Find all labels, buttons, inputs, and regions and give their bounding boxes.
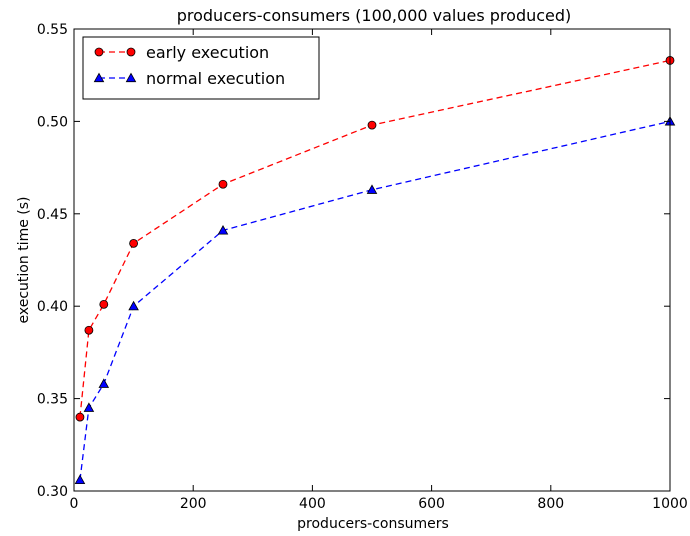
data-point-series-1 [75, 412, 85, 422]
x-tick-label: 0 [70, 496, 79, 512]
legend-label-series-2: normal execution [146, 69, 285, 88]
data-point-series-1 [367, 120, 377, 130]
x-tick-label: 800 [537, 496, 564, 512]
chart-title: producers-consumers (100,000 values prod… [177, 6, 572, 25]
data-point-series-1 [129, 238, 139, 248]
x-axis-label: producers-consumers [297, 516, 449, 532]
x-tick-label: 1000 [652, 496, 688, 512]
x-tick-label: 200 [180, 496, 207, 512]
legend: early execution normal execution [82, 36, 320, 100]
data-point-series-1 [218, 179, 228, 189]
data-point-series-2 [217, 225, 229, 235]
data-point-series-2 [74, 474, 86, 484]
x-tick-label: 400 [299, 496, 326, 512]
legend-marker-series-1 [126, 47, 136, 57]
y-tick-label: 0.30 [37, 484, 68, 500]
legend-marker-series-2 [93, 72, 105, 83]
plot-area: 0 200 400 600 800 1000 0.30 0.35 0.40 0.45 0.50 0.5… [37, 22, 688, 512]
x-tick-label: 600 [418, 496, 445, 512]
y-tick-label: 0.55 [37, 22, 68, 38]
legend-label-series-1: early execution [146, 43, 269, 62]
y-axis-label: execution time (s) [16, 197, 32, 324]
data-point-series-2 [98, 378, 110, 388]
legend-marker-series-1 [94, 47, 104, 57]
legend-box [82, 36, 320, 100]
series-line-2 [79, 120, 671, 480]
data-point-series-2 [366, 184, 378, 194]
legend-marker-series-2 [125, 72, 137, 83]
data-point-series-2 [128, 300, 139, 311]
data-point-series-2 [83, 402, 95, 412]
y-tick-label: 0.35 [37, 392, 68, 408]
y-tick-label: 0.50 [37, 114, 68, 130]
data-point-series-1 [99, 299, 109, 309]
plot-frame [73, 28, 671, 492]
y-tick-label: 0.45 [37, 207, 68, 223]
series-line-1 [79, 59, 671, 418]
data-point-series-1 [84, 325, 94, 335]
y-tick-label: 0.40 [37, 299, 68, 315]
